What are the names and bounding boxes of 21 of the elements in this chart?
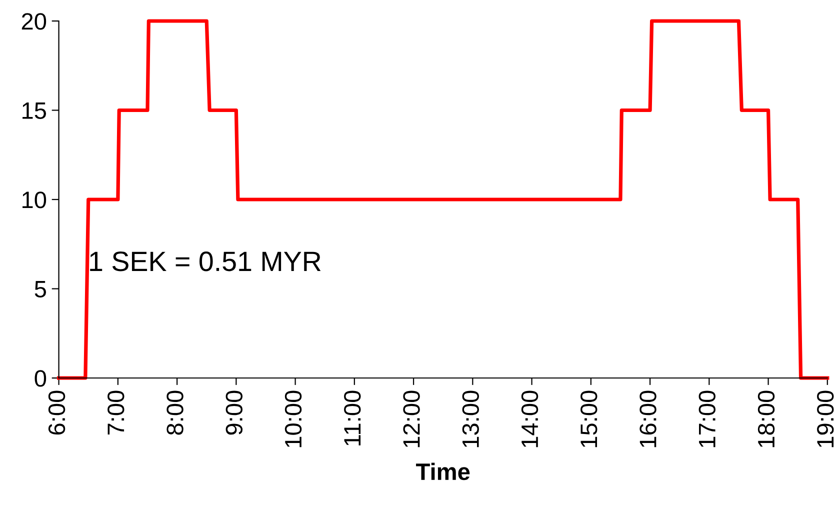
x-tick-label: 16:00 <box>640 390 656 448</box>
x-tick-label: 15:00 <box>580 390 598 448</box>
annotation: 1 SEK = 0.51 MYR <box>90 252 321 272</box>
x-axis-title: Time <box>416 462 470 480</box>
x-tick-label: 14:00 <box>521 390 538 448</box>
x-tick-label: 10:00 <box>284 390 302 448</box>
x-tick-label: 13:00 <box>462 390 479 448</box>
x-tick-label: 8:00 <box>166 390 184 435</box>
y-tick-label: 10 <box>22 192 46 208</box>
x-tick-label: 17:00 <box>698 390 716 448</box>
x-tick-label: 11:00 <box>344 390 361 446</box>
x-tick-label: 12:00 <box>403 390 420 448</box>
x-tick-label: 6:00 <box>48 390 66 435</box>
y-tick-label: 5 <box>34 281 46 298</box>
y-tick-label: 15 <box>22 102 46 120</box>
x-tick-label: 18:00 <box>758 390 775 448</box>
x-tick-label: 7:00 <box>108 390 124 435</box>
x-tick-label: 19:00 <box>817 390 834 448</box>
y-tick-label: 0 <box>34 370 46 387</box>
y-tick-label: 20 <box>22 13 46 30</box>
x-tick-label: 9:00 <box>226 390 243 435</box>
